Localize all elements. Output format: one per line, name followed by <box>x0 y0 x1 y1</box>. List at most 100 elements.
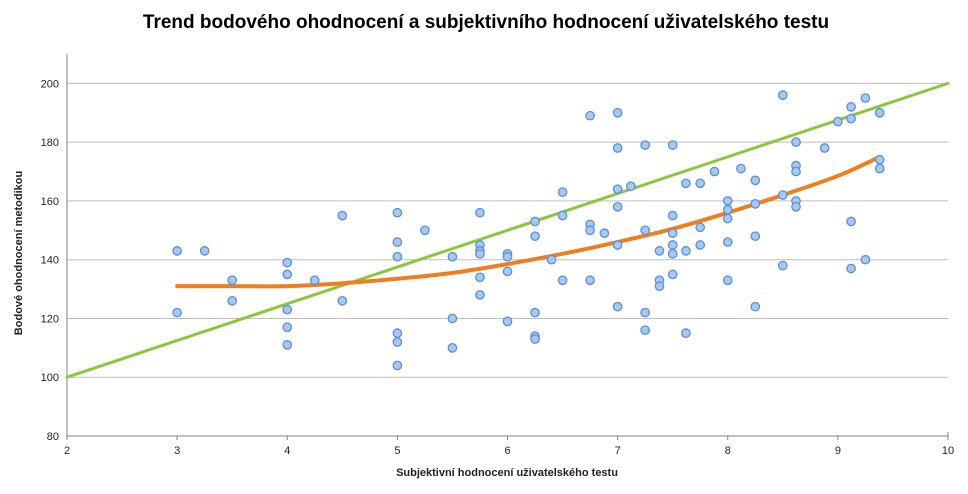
data-point <box>420 225 430 236</box>
data-point <box>640 140 651 150</box>
data-point <box>681 328 691 339</box>
data-point <box>667 240 678 250</box>
data-point <box>282 304 293 315</box>
data-point <box>392 237 403 247</box>
data-point <box>612 201 623 212</box>
data-point <box>392 251 403 262</box>
tick-labels: 80 100 120 140 160 180 200 2 3 4 5 6 7 8 9 10 <box>41 78 954 457</box>
x-axis-label: Subjektivní hodnocení uživatelského test… <box>396 467 618 479</box>
data-point <box>833 116 843 127</box>
x-tick-label: 7 <box>615 445 621 457</box>
axes <box>66 54 949 440</box>
data-point <box>874 163 885 174</box>
x-tick-label: 2 <box>64 445 70 457</box>
data-point <box>791 137 801 148</box>
data-point <box>750 231 761 242</box>
x-tick-label: 4 <box>284 445 290 457</box>
polynomial-trendline <box>175 154 882 289</box>
data-point <box>172 246 182 256</box>
data-point <box>282 257 293 268</box>
data-point <box>640 325 651 336</box>
data-point <box>750 301 761 312</box>
data-point <box>475 290 485 300</box>
data-point <box>227 295 238 306</box>
data-point <box>530 334 540 344</box>
data-point <box>777 260 788 271</box>
data-point <box>695 240 706 250</box>
data-point <box>530 216 540 227</box>
data-point <box>667 248 678 259</box>
data-point <box>585 225 595 236</box>
x-tick-label: 3 <box>174 445 180 457</box>
data-point <box>722 275 733 286</box>
data-point <box>282 322 293 333</box>
data-point <box>475 207 485 218</box>
data-point <box>791 166 801 177</box>
y-tick-label: 120 <box>41 313 59 325</box>
data-point <box>392 360 403 371</box>
data-point <box>722 196 733 206</box>
data-point <box>777 190 788 200</box>
data-point <box>640 307 651 318</box>
data-point <box>736 163 746 174</box>
data-point <box>282 340 293 350</box>
x-tick-label: 10 <box>942 445 954 457</box>
data-point <box>585 275 595 286</box>
data-point <box>612 240 623 250</box>
data-point <box>447 342 458 353</box>
data-point <box>874 107 885 118</box>
data-point <box>860 93 871 103</box>
data-point <box>172 307 182 318</box>
data-point <box>557 275 568 286</box>
data-point <box>791 201 801 212</box>
y-tick-label: 160 <box>41 196 59 208</box>
data-point <box>709 166 720 177</box>
y-axis-label: Bodové ohodnocení metodikou <box>13 171 25 335</box>
data-point <box>654 246 665 256</box>
data-point <box>530 231 540 242</box>
data-point <box>722 237 733 247</box>
data-point <box>681 178 691 189</box>
data-point <box>625 181 636 192</box>
x-tick-label: 9 <box>835 445 841 457</box>
y-tick-label: 200 <box>41 78 59 90</box>
data-point <box>502 266 513 277</box>
data-point <box>612 184 623 195</box>
data-point <box>750 175 761 186</box>
data-point <box>695 178 706 189</box>
data-point <box>846 102 856 112</box>
x-tick-label: 8 <box>725 445 731 457</box>
x-tick-label: 6 <box>504 445 510 457</box>
data-point <box>227 275 238 286</box>
data-point <box>337 210 348 221</box>
trend-lines <box>65 81 950 379</box>
data-point <box>392 337 403 347</box>
data-point <box>667 269 678 280</box>
data-point <box>640 225 651 236</box>
data-point <box>599 228 610 239</box>
data-point <box>667 140 678 150</box>
data-point <box>475 272 485 283</box>
data-point <box>392 328 403 339</box>
y-tick-label: 180 <box>41 137 59 149</box>
data-point <box>585 110 595 121</box>
data-point <box>654 281 665 291</box>
data-point <box>722 213 733 224</box>
data-point <box>502 316 513 327</box>
data-point <box>557 210 568 221</box>
y-tick-label: 100 <box>41 372 59 384</box>
data-point <box>447 313 458 324</box>
y-tick-label: 80 <box>47 431 59 443</box>
data-point <box>546 254 557 265</box>
data-point <box>447 251 458 262</box>
data-point <box>777 90 788 100</box>
data-point <box>502 251 513 262</box>
data-point <box>309 275 320 286</box>
data-point <box>846 263 856 274</box>
data-point <box>475 248 485 259</box>
data-point <box>874 154 885 165</box>
data-point <box>530 307 540 318</box>
data-point <box>392 207 403 218</box>
data-point <box>282 269 293 280</box>
